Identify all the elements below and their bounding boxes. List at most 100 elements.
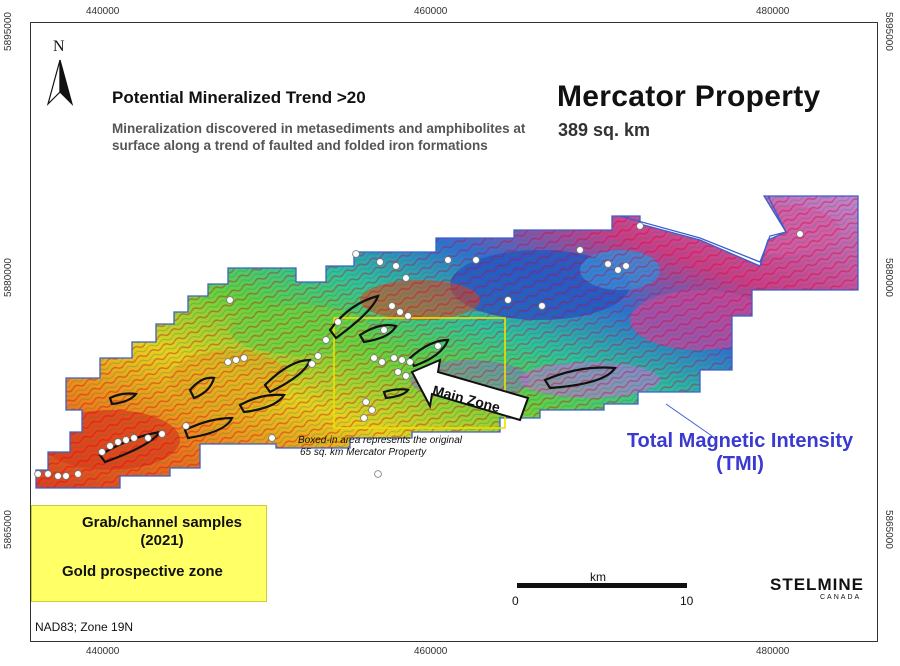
gold-zone <box>238 393 286 414</box>
sample-point <box>44 470 52 478</box>
sample-point <box>394 368 402 376</box>
sample-point <box>368 406 376 414</box>
sample-point <box>308 360 316 368</box>
sample-point <box>226 296 234 304</box>
gold-zone <box>108 392 138 406</box>
sample-point <box>404 312 412 320</box>
sample-point <box>114 438 122 446</box>
scale-unit: km <box>590 570 606 584</box>
sample-point <box>390 354 398 362</box>
boxed-area-note: Boxed-in area represents the original 65… <box>298 435 462 459</box>
sample-point <box>54 472 62 480</box>
sample-point <box>34 470 42 478</box>
sample-point <box>158 430 166 438</box>
legend-zone-label: Gold prospective zone <box>62 563 223 580</box>
trend-title: Potential Mineralized Trend >20 <box>112 88 366 107</box>
sample-point <box>622 262 630 270</box>
datum-label: NAD83; Zone 19N <box>35 620 134 634</box>
gold-zone <box>328 294 380 340</box>
sample-point <box>398 356 406 364</box>
sample-point <box>98 448 106 456</box>
easting-tick-top: 460000 <box>414 6 448 17</box>
northing-tick-right: 5880000 <box>883 258 894 297</box>
gold-zone <box>263 358 312 394</box>
sample-point <box>434 342 442 350</box>
gold-zone <box>358 323 398 344</box>
sample-point <box>396 308 404 316</box>
easting-tick-bottom: 460000 <box>414 646 448 657</box>
legend-samples-line1: Grab/channel samples <box>81 514 243 531</box>
sample-point <box>374 470 382 478</box>
easting-tick-bottom: 480000 <box>756 646 790 657</box>
gold-zone <box>543 366 617 390</box>
scale-bar <box>517 583 687 588</box>
main-zone-arrow <box>410 358 530 422</box>
tmi-line1: Total Magnetic Intensity <box>626 430 854 452</box>
northing-tick-right: 5895000 <box>883 12 894 51</box>
sample-point <box>322 336 330 344</box>
legend-samples-label: Grab/channel samples (2021) <box>62 514 262 550</box>
sample-point <box>370 354 378 362</box>
gold-zone <box>382 388 410 400</box>
stelmine-logo: STELMINE <box>770 575 864 594</box>
sample-point <box>576 246 584 254</box>
north-arrow-icon <box>46 59 74 107</box>
sample-point <box>334 318 342 326</box>
sample-point <box>144 434 152 442</box>
tmi-line2: (TMI) <box>716 453 764 475</box>
sample-point <box>362 398 370 406</box>
gold-zone <box>183 416 234 440</box>
sample-point <box>444 256 452 264</box>
sample-point <box>406 358 414 366</box>
sample-point <box>402 372 410 380</box>
easting-tick-top: 440000 <box>86 6 120 17</box>
boxed-note-line1: Boxed-in area represents the original <box>298 435 462 446</box>
sample-point <box>636 222 644 230</box>
gold-zone <box>408 338 450 368</box>
sample-point <box>796 230 804 238</box>
sample-point <box>268 434 276 442</box>
sample-point <box>240 354 248 362</box>
trend-description: Mineralization discovered in metasedimen… <box>112 121 526 153</box>
sample-point <box>538 302 546 310</box>
sample-points <box>34 222 804 480</box>
sample-point <box>314 352 322 360</box>
legend: Grab/channel samples (2021) Gold prospec… <box>31 505 267 602</box>
sample-point <box>62 472 70 480</box>
gold-zone <box>188 376 216 400</box>
sample-point <box>472 256 480 264</box>
sample-point <box>378 358 386 366</box>
sample-point <box>604 260 612 268</box>
property-area: 389 sq. km <box>558 120 651 140</box>
property-title: Mercator Property <box>557 80 821 113</box>
sample-point <box>388 302 396 310</box>
boxed-note-line2: 65 sq. km Mercator Property <box>300 447 427 458</box>
scale-end: 10 <box>680 594 694 608</box>
tmi-label: Total Magnetic Intensity (TMI) <box>590 430 890 476</box>
sample-point <box>360 414 368 422</box>
original-property-box <box>333 317 506 429</box>
sample-point <box>376 258 384 266</box>
scale-start: 0 <box>512 594 519 608</box>
sample-point <box>392 262 400 270</box>
sample-point <box>122 436 130 444</box>
sample-point <box>182 422 190 430</box>
property-outline <box>35 195 859 489</box>
easting-tick-top: 480000 <box>756 6 790 17</box>
sample-point <box>224 358 232 366</box>
sample-point <box>232 356 240 364</box>
sample-point <box>614 266 622 274</box>
sample-point <box>504 296 512 304</box>
legend-samples-line2: (2021) <box>140 532 184 549</box>
stelmine-logo-sub: CANADA <box>820 594 862 601</box>
sample-point <box>380 326 388 334</box>
northing-tick-right: 5865000 <box>883 510 894 549</box>
north-label: N <box>53 38 65 55</box>
sample-point <box>106 442 114 450</box>
property-outline-notch <box>619 195 787 263</box>
sample-point <box>352 250 360 258</box>
easting-tick-bottom: 440000 <box>86 646 120 657</box>
tmi-leader-line <box>665 403 713 437</box>
